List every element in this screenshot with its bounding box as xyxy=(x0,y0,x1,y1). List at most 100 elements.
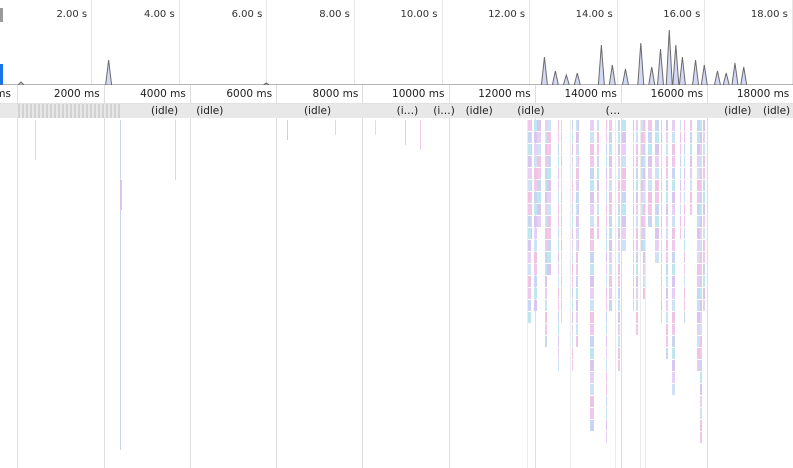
flame-slice xyxy=(697,264,700,275)
flame-slice xyxy=(643,276,645,287)
flame-slice xyxy=(697,192,700,203)
flame-slice xyxy=(636,144,638,155)
flame-slice xyxy=(590,372,594,383)
flame-slice xyxy=(684,120,685,131)
flame-slice xyxy=(606,348,607,359)
flame-slice xyxy=(606,132,607,143)
flame-slice xyxy=(697,240,700,251)
flame-slice xyxy=(655,192,659,203)
time-ruler: ms xyxy=(0,85,793,104)
flame-slice xyxy=(618,288,620,299)
flame-slice xyxy=(606,252,607,263)
flame-slice xyxy=(531,144,532,155)
flame-slice xyxy=(590,408,594,419)
overview-tick-label: 2.00 s xyxy=(56,9,88,20)
flame-slice xyxy=(661,228,662,239)
overview-selection-handle[interactable] xyxy=(0,64,3,85)
flame-slice xyxy=(590,204,594,215)
flame-slice xyxy=(572,240,573,251)
flame-slice xyxy=(561,168,562,179)
flame-slice xyxy=(606,300,607,311)
flame-slice xyxy=(622,120,626,131)
flame-slice xyxy=(590,420,594,431)
flame-slice xyxy=(558,204,559,215)
flame-slice xyxy=(636,192,638,203)
flame-slice xyxy=(700,132,702,143)
flame-slice xyxy=(672,360,675,371)
flame-slice xyxy=(661,216,662,227)
flame-slice xyxy=(655,156,659,167)
flame-slice xyxy=(640,132,644,143)
flame-slice xyxy=(534,288,537,299)
flame-slice xyxy=(576,132,578,143)
flame-slice xyxy=(643,204,645,215)
flame-slice xyxy=(528,264,531,275)
flame-slice xyxy=(576,336,578,347)
flame-slice xyxy=(528,312,531,323)
overview-tick-label: 14.00 s xyxy=(575,9,613,20)
flame-slice xyxy=(545,120,547,131)
flame-slice xyxy=(534,300,537,311)
flame-chart-canvas[interactable] xyxy=(0,85,793,468)
flame-slice xyxy=(622,192,626,203)
idle-label: (idle) xyxy=(463,104,495,118)
flame-slice xyxy=(558,348,559,359)
flame-slice xyxy=(545,312,547,323)
flame-slice xyxy=(590,156,594,167)
flame-slice xyxy=(680,228,681,239)
flame-slice xyxy=(690,156,692,167)
idle-segment xyxy=(90,104,92,118)
flame-slice xyxy=(672,168,675,179)
flame-slice xyxy=(703,120,705,131)
flame-slice xyxy=(672,204,675,215)
flame-slice xyxy=(572,264,573,275)
flame-slice xyxy=(636,240,638,251)
flame-slice xyxy=(633,288,634,299)
flame-chart[interactable]: ms 2000 ms 4000 ms 6000 ms 8000 ms 10000 ms 1… xyxy=(0,85,793,468)
flame-slice xyxy=(622,180,626,191)
flame-slice xyxy=(661,240,662,251)
flame-slice xyxy=(545,132,547,143)
flame-slice xyxy=(576,288,578,299)
flame-slice xyxy=(558,156,559,167)
flame-slice xyxy=(655,168,659,179)
flame-slice xyxy=(572,168,573,179)
flame-slice xyxy=(531,228,532,239)
flame-slice xyxy=(700,384,702,395)
flame-slice xyxy=(661,276,662,287)
flame-slice xyxy=(558,216,559,227)
flame-slice xyxy=(561,228,562,239)
flame-slice xyxy=(609,276,612,287)
overview-left-handle[interactable] xyxy=(0,8,3,22)
flame-slice xyxy=(700,420,702,431)
flame-slice xyxy=(666,300,668,311)
flame-slice xyxy=(606,180,607,191)
flame-slice xyxy=(661,300,662,311)
flame-slice xyxy=(633,240,634,251)
flame-slice xyxy=(655,120,659,131)
flame-slice xyxy=(700,396,702,407)
flame-slice xyxy=(666,252,668,263)
flame-slice xyxy=(545,264,547,275)
flame-slice xyxy=(561,120,562,131)
cpu-activity-area xyxy=(0,29,793,85)
flame-slice xyxy=(576,240,578,251)
flame-slice xyxy=(700,312,702,323)
flame-slice xyxy=(528,168,531,179)
flame-slice xyxy=(572,132,573,143)
flame-slice xyxy=(545,156,547,167)
flame-slice xyxy=(661,264,662,275)
idle-segment xyxy=(114,104,116,118)
flame-slice xyxy=(547,264,551,275)
flame-slice xyxy=(633,300,634,311)
flame-slice xyxy=(618,120,620,131)
flame-slice xyxy=(561,180,562,191)
flame-slice xyxy=(633,156,634,167)
flame-slice xyxy=(703,144,705,155)
flame-slice xyxy=(640,192,644,203)
ruler-tick-line xyxy=(103,85,105,468)
flame-slice xyxy=(633,168,634,179)
flame-slice xyxy=(700,156,702,167)
flame-slice xyxy=(640,156,644,167)
overview-pane[interactable]: 2.00 s 4.00 s 6.00 s 8.00 s 10.00 s 12.00 s 14… xyxy=(0,0,793,86)
